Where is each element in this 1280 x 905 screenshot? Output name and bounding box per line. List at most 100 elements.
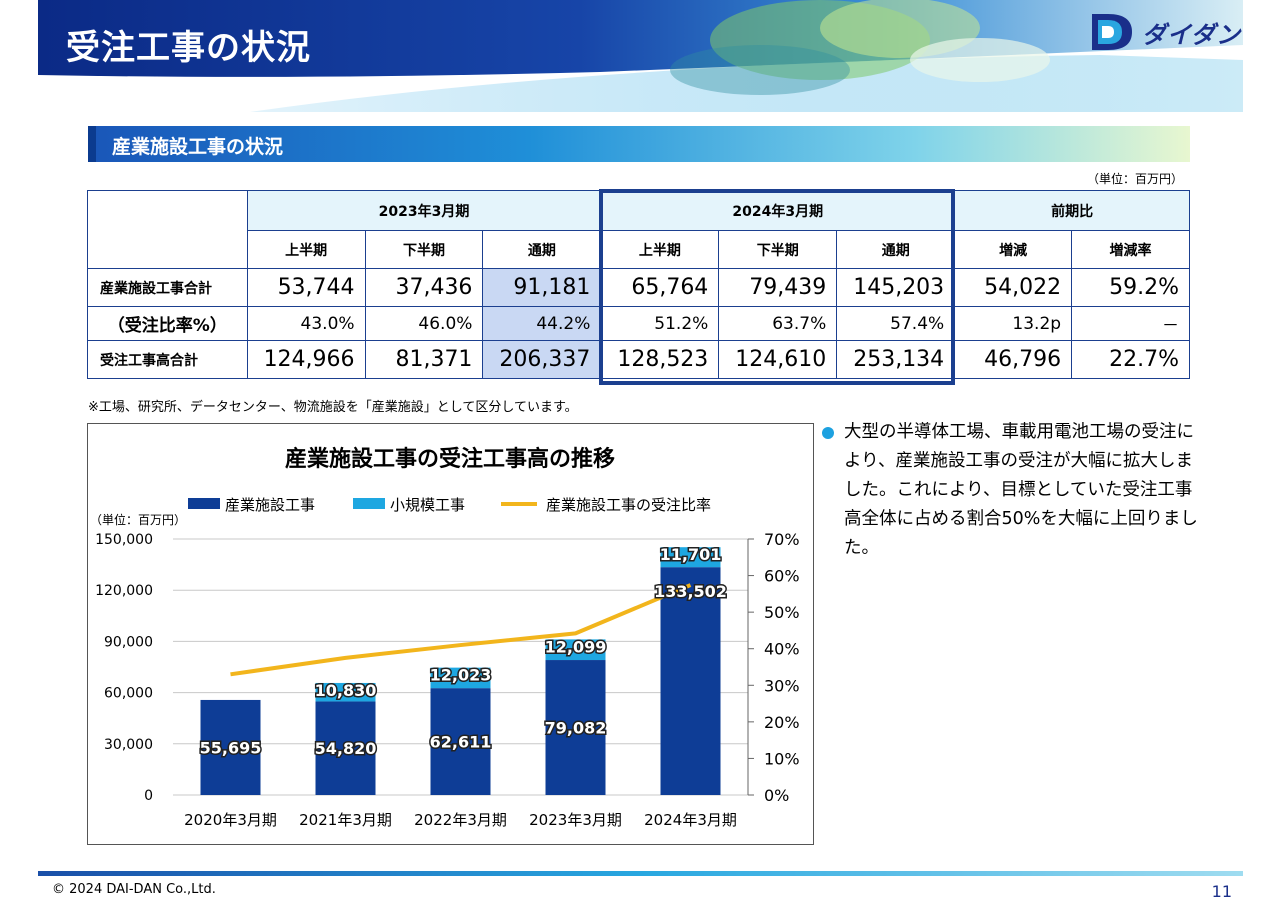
orders-chart: 産業施設工事の受注工事高の推移 産業施設工事 小規模工事 産業施設工事の受注比率 （… xyxy=(90,446,800,829)
bar-industrial xyxy=(660,567,721,795)
page-number: 11 xyxy=(1211,882,1232,901)
bar-small-works xyxy=(430,667,491,689)
dai-dan-logo-icon xyxy=(1092,14,1132,50)
page-title: 受注工事の状況 xyxy=(66,28,311,68)
subheader-cell: 下半期 xyxy=(718,230,838,269)
summary-text: 大型の半導体工場、車載用電池工場の受注により、産業施設工事の受注が大幅に拡大しま… xyxy=(844,422,1198,558)
table-unit-note: （単位：百万円） xyxy=(1086,172,1183,186)
y2-tick-label: 30% xyxy=(764,676,800,695)
bar-industrial xyxy=(315,701,376,795)
header-banner: 受注工事の状況 ダイダン xyxy=(0,0,1280,112)
group-header-2024: 2024年3月期 xyxy=(600,190,956,231)
logo-text: ダイダン xyxy=(1142,20,1242,49)
row-label: （受注比率%） xyxy=(87,306,248,341)
data-label-small-works: 11,701 xyxy=(660,545,722,564)
y2-tick-label: 60% xyxy=(764,567,800,586)
y-tick-label: 150,000 xyxy=(95,532,153,548)
table-cell: 206,337 xyxy=(482,340,602,379)
legend-label: 産業施設工事 xyxy=(225,496,315,514)
y-tick-label: 30,000 xyxy=(104,737,153,753)
table-cell: 253,134 xyxy=(836,340,956,379)
bar-industrial xyxy=(430,688,491,795)
copyright-text: © 2024 DAI-DAN Co.,Ltd. xyxy=(52,882,216,897)
chart-frame: 産業施設工事の受注工事高の推移 産業施設工事 小規模工事 産業施設工事の受注比率 （… xyxy=(87,423,814,845)
legend-swatch xyxy=(188,498,220,509)
data-label-industrial: 79,082 xyxy=(545,719,607,738)
y2-tick-label: 40% xyxy=(764,640,800,659)
table-cell: － xyxy=(1071,306,1190,341)
y-tick-label: 90,000 xyxy=(104,634,153,650)
x-tick-label: 2023年3月期 xyxy=(529,811,622,829)
table-row: 受注工事高合計 124,966 81,371 206,337 128,523 1… xyxy=(87,340,1190,379)
data-label-small-works: 12,023 xyxy=(430,666,492,685)
table-cell: 124,610 xyxy=(718,340,838,379)
table-cell: 59.2% xyxy=(1071,268,1190,307)
legend-swatch xyxy=(353,498,385,509)
table-cell: 91,181 xyxy=(482,268,602,307)
y2-tick-label: 10% xyxy=(764,749,800,768)
table-cell: 22.7% xyxy=(1071,340,1190,379)
header-background xyxy=(38,0,1243,112)
subheader-cell: 下半期 xyxy=(364,230,484,269)
table-cell: 145,203 xyxy=(836,268,956,307)
data-label-industrial: 54,820 xyxy=(315,739,377,758)
table-corner-cell xyxy=(87,190,248,269)
table-cell: 46.0% xyxy=(364,306,484,341)
table-cell: 81,371 xyxy=(364,340,484,379)
chart-title: 産業施設工事の受注工事高の推移 xyxy=(285,446,615,472)
row-label: 産業施設工事合計 xyxy=(87,268,248,307)
bar-industrial xyxy=(200,699,261,795)
section-title: 産業施設工事の状況 xyxy=(112,136,284,158)
y2-tick-label: 70% xyxy=(764,530,800,549)
section-header: 産業施設工事の状況 xyxy=(88,126,1190,162)
table-cell: 13.2p xyxy=(954,306,1073,341)
table-cell: 128,523 xyxy=(600,340,720,379)
row-label: 受注工事高合計 xyxy=(87,340,248,379)
data-label-small-works: 10,830 xyxy=(315,681,377,700)
table-cell: 51.2% xyxy=(600,306,720,341)
footer-divider xyxy=(38,871,1243,876)
group-header-yoy: 前期比 xyxy=(954,190,1190,231)
x-tick-label: 2021年3月期 xyxy=(299,811,392,829)
data-label-industrial: 133,502 xyxy=(654,582,727,601)
bar-small-works xyxy=(315,682,376,702)
table-footnote: ※工場、研究所、データセンター、物流施設を「産業施設」として区分しています。 xyxy=(88,400,578,415)
legend-label: 小規模工事 xyxy=(390,496,465,514)
y-tick-label: 0 xyxy=(144,788,153,804)
company-logo: ダイダン xyxy=(1090,12,1241,52)
data-label-small-works: 12,099 xyxy=(545,637,607,656)
bar-small-works xyxy=(660,547,721,568)
subheader-cell: 通期 xyxy=(836,230,956,269)
data-label-industrial: 55,695 xyxy=(200,738,262,757)
subheader-cell: 上半期 xyxy=(246,230,366,269)
table-cell: 44.2% xyxy=(482,306,602,341)
legend-label: 産業施設工事の受注比率 xyxy=(546,496,711,514)
bullet-icon xyxy=(822,427,834,439)
x-tick-label: 2022年3月期 xyxy=(414,811,507,829)
subheader-cell: 上半期 xyxy=(600,230,720,269)
table-cell: 79,439 xyxy=(718,268,838,307)
chart-unit-label: （単位：百万円） xyxy=(90,512,186,527)
table-cell: 124,966 xyxy=(246,340,366,379)
subheader-cell: 増減 xyxy=(954,230,1073,269)
bar-industrial xyxy=(545,660,606,795)
y2-tick-label: 50% xyxy=(764,603,800,622)
summary-bullet: 大型の半導体工場、車載用電池工場の受注により、産業施設工事の受注が大幅に拡大しま… xyxy=(822,418,1202,563)
orders-table: 2023年3月期 2024年3月期 前期比 上半期 下半期 通期 上半期 下半期… xyxy=(87,190,1190,379)
y-tick-label: 120,000 xyxy=(95,583,153,599)
y-tick-label: 60,000 xyxy=(104,686,153,702)
table-cell: 57.4% xyxy=(836,306,956,341)
table-cell: 37,436 xyxy=(364,268,484,307)
table-row: （受注比率%） 43.0% 46.0% 44.2% 51.2% 63.7% 57… xyxy=(87,306,1190,341)
x-tick-label: 2024年3月期 xyxy=(644,811,737,829)
y2-tick-label: 20% xyxy=(764,713,800,732)
group-header-2023: 2023年3月期 xyxy=(246,190,602,231)
subheader-cell: 増減率 xyxy=(1071,230,1190,269)
table-cell: 46,796 xyxy=(954,340,1073,379)
table-row: 産業施設工事合計 53,744 37,436 91,181 65,764 79,… xyxy=(87,268,1190,307)
bar-small-works xyxy=(545,639,606,661)
table-cell: 43.0% xyxy=(246,306,366,341)
chart-legend: 産業施設工事 小規模工事 産業施設工事の受注比率 xyxy=(188,496,711,514)
table-cell: 54,022 xyxy=(954,268,1073,307)
subheader-cell: 通期 xyxy=(482,230,602,269)
